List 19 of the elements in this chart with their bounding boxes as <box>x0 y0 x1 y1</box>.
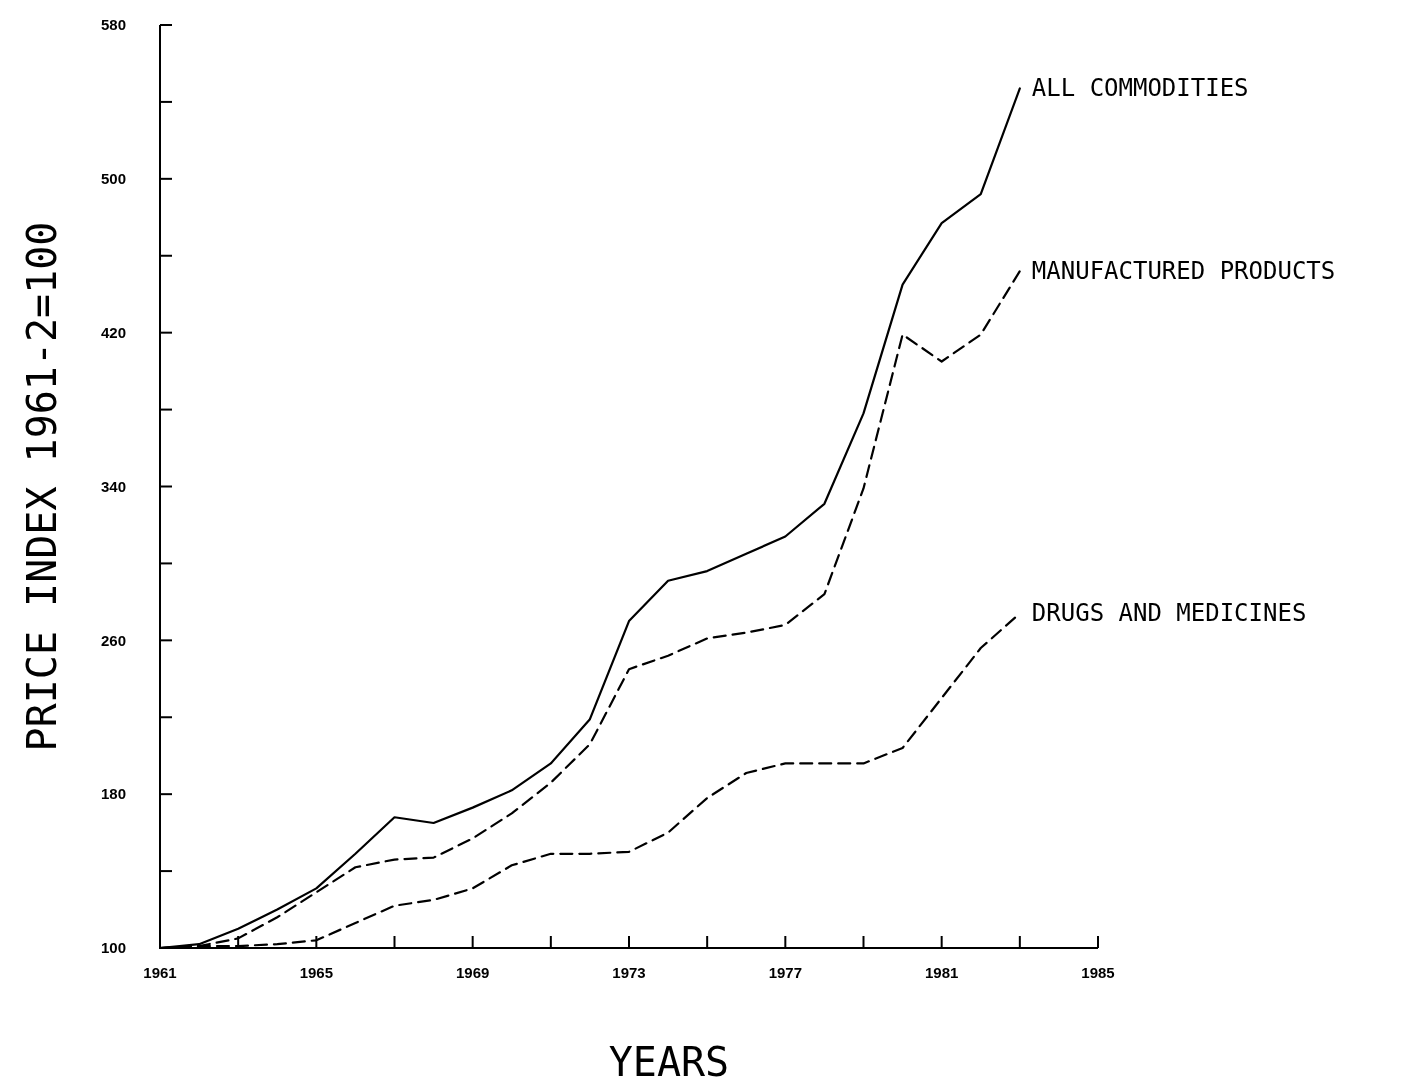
x-axis-title: YEARS <box>608 1039 730 1085</box>
y-tick-label: 260 <box>100 631 126 649</box>
series-label: ALL COMMODITIES <box>1031 74 1249 103</box>
y-tick-label: 420 <box>100 323 126 341</box>
x-tick-label: 1973 <box>612 964 646 981</box>
y-axis-title: PRICE INDEX 1961-2=100 <box>19 221 65 752</box>
y-tick-label: 100 <box>100 939 126 957</box>
y-tick-label: 340 <box>100 477 126 495</box>
y-tick-label: 180 <box>100 785 126 803</box>
x-tick-label: 1977 <box>768 964 803 981</box>
x-tick-label: 1981 <box>924 964 959 981</box>
y-tick-label: 500 <box>100 170 126 188</box>
x-tick-label: 1985 <box>1081 964 1115 981</box>
series-label: MANUFACTURED PRODUCTS <box>1031 257 1336 286</box>
series-label: DRUGS AND MEDICINES <box>1031 599 1307 628</box>
x-tick-label: 1961 <box>143 964 177 981</box>
x-tick-label: 1965 <box>299 964 334 981</box>
x-tick-label: 1969 <box>455 964 490 981</box>
y-tick-label: 580 <box>100 16 126 34</box>
